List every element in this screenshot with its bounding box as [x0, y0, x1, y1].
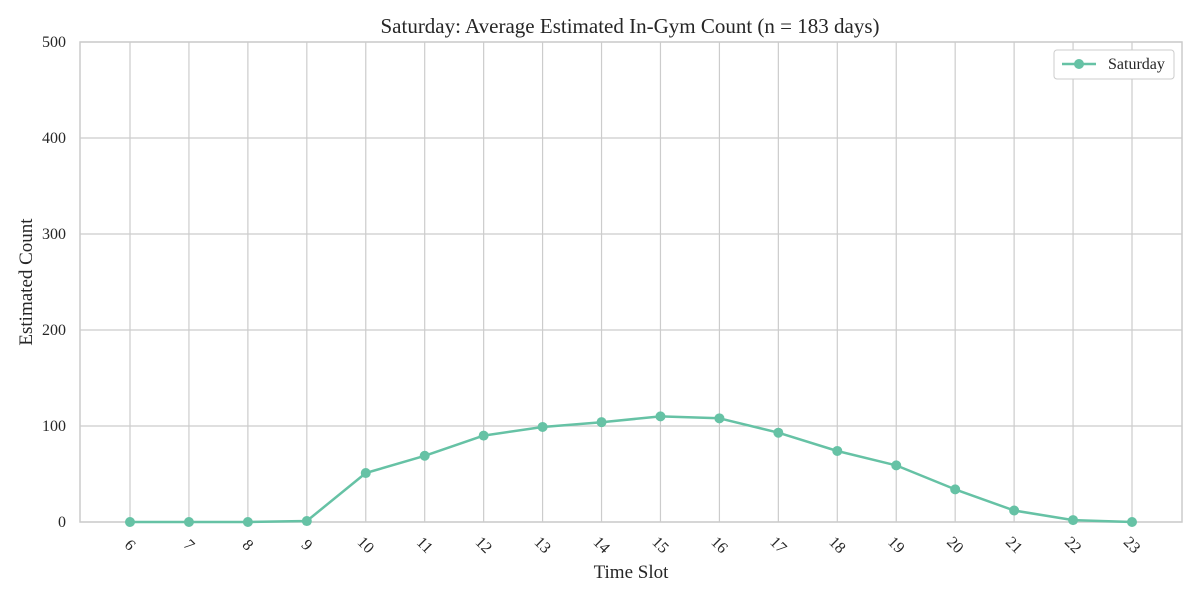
data-point [125, 517, 135, 527]
x-tick-label: 11 [413, 534, 436, 557]
x-tick-label: 20 [943, 534, 966, 557]
x-tick-label: 9 [298, 537, 316, 555]
x-tick-label: 8 [239, 537, 257, 555]
y-axis: 0 100 200 300 400 500 [42, 34, 66, 531]
x-tick-label: 14 [590, 534, 613, 557]
chart-title: Saturday: Average Estimated In-Gym Count… [380, 14, 879, 38]
data-point [537, 421, 548, 432]
x-tick-label: 18 [825, 534, 848, 557]
y-axis-label: Estimated Count [16, 218, 37, 346]
data-point [596, 417, 607, 428]
data-point [655, 411, 666, 422]
x-tick-label: 21 [1002, 534, 1025, 557]
y-tick-label: 300 [42, 226, 66, 243]
y-tick-label: 500 [42, 34, 66, 51]
data-point [950, 484, 961, 495]
y-tick-label: 0 [58, 514, 66, 531]
data-point [360, 468, 371, 479]
x-tick-label: 19 [884, 534, 907, 557]
data-point [832, 445, 843, 456]
legend-box [1053, 49, 1175, 80]
data-point [714, 413, 725, 424]
data-point [1127, 517, 1137, 527]
data-point [891, 460, 902, 471]
x-tick-label: 13 [531, 534, 554, 557]
plot-frame [79, 41, 1183, 523]
legend: Saturday [1053, 49, 1175, 80]
y-tick-label: 100 [42, 418, 66, 435]
series-line [130, 415, 1133, 524]
legend-marker [1074, 59, 1084, 69]
x-tick-label: 16 [707, 534, 730, 557]
y-tick-label: 400 [42, 130, 66, 147]
x-tick-label: 22 [1061, 534, 1084, 557]
data-point [478, 430, 489, 441]
x-axis: 6 7 8 9 10 11 12 13 14 15 16 17 18 19 20 21 22 23 [121, 534, 1144, 557]
grid [80, 41, 1182, 523]
y-tick-label: 200 [42, 322, 66, 339]
x-tick-label: 10 [354, 534, 377, 557]
series-layer [125, 411, 1137, 527]
data-point [183, 517, 194, 527]
x-tick-label: 7 [180, 537, 198, 555]
x-tick-label: 12 [472, 534, 495, 557]
data-point [301, 516, 312, 527]
legend-label: Saturday [1108, 56, 1165, 73]
data-point [1068, 515, 1079, 526]
x-axis-label: Time Slot [594, 562, 670, 583]
data-point [1009, 505, 1020, 516]
x-tick-label: 6 [121, 537, 139, 555]
x-tick-label: 23 [1120, 534, 1143, 557]
data-point [773, 427, 784, 438]
x-tick-label: 15 [648, 534, 671, 557]
x-tick-label: 17 [766, 534, 789, 557]
data-point [419, 450, 430, 461]
data-point [242, 517, 253, 527]
